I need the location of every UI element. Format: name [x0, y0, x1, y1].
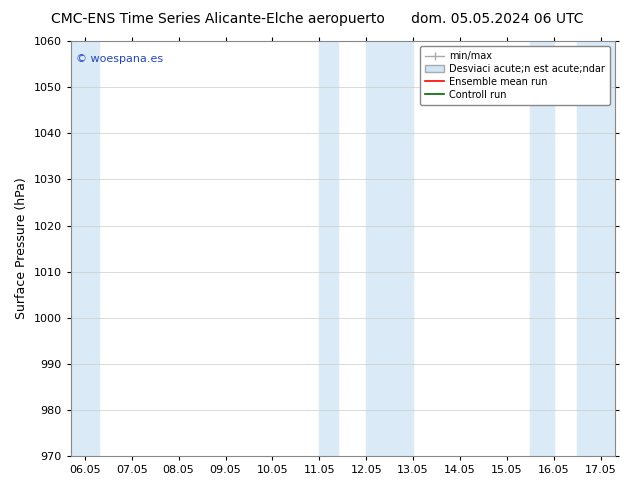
Bar — [320, 41, 338, 456]
Text: CMC-ENS Time Series Alicante-Elche aeropuerto      dom. 05.05.2024 06 UTC: CMC-ENS Time Series Alicante-Elche aerop… — [51, 12, 583, 26]
Bar — [71, 41, 99, 456]
Text: © woespana.es: © woespana.es — [76, 54, 164, 64]
Bar — [366, 41, 413, 456]
Bar — [578, 41, 615, 456]
Y-axis label: Surface Pressure (hPa): Surface Pressure (hPa) — [15, 178, 28, 319]
Bar — [531, 41, 554, 456]
Legend: min/max, Desviaci acute;n est acute;ndar, Ensemble mean run, Controll run: min/max, Desviaci acute;n est acute;ndar… — [420, 46, 610, 104]
